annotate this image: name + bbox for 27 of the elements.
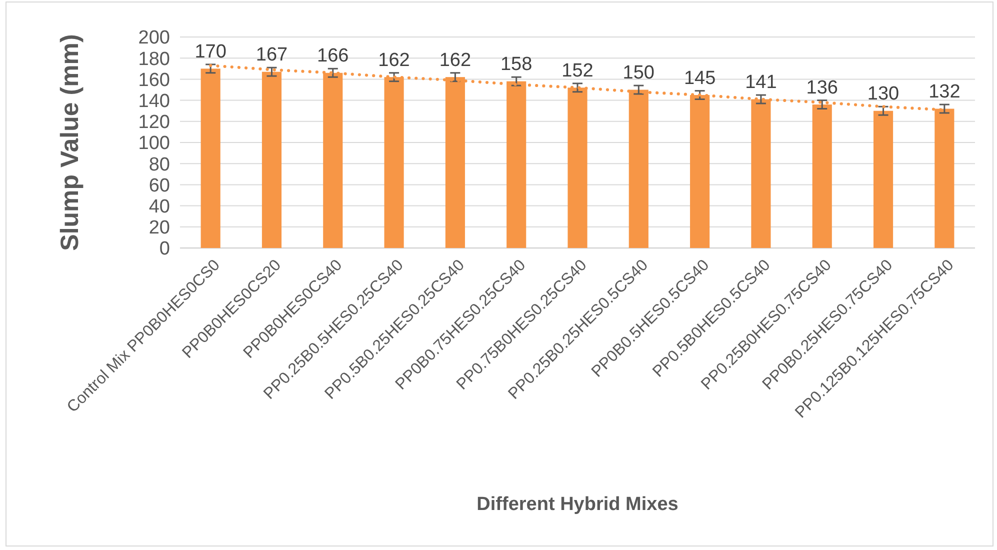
data-label: 170 [194,41,226,62]
y-tick-label: 180 [138,48,170,70]
data-label: 136 [806,77,838,98]
y-tick-label: 100 [138,133,170,154]
y-tick-label: 40 [148,196,170,218]
y-tick-label: 20 [148,218,170,239]
data-label: 150 [622,62,655,84]
y-tick-label: 60 [148,175,170,196]
data-label: 152 [562,60,594,82]
bar [873,110,894,248]
y-axis-title: Slump Value (mm) [56,34,84,251]
data-label: 130 [867,84,900,105]
y-tick-label: 120 [138,112,170,134]
y-tick-label: 200 [138,28,170,49]
data-label: 162 [439,50,472,71]
y-tick-label: 0 [159,238,170,260]
y-tick-label: 140 [138,90,170,112]
data-label: 145 [684,68,716,89]
data-label: 162 [378,50,410,71]
data-label: 141 [745,72,777,94]
data-label: 166 [317,46,349,67]
x-axis-title: Different Hybrid Mixes [476,494,678,515]
y-tick-label: 80 [148,154,170,176]
y-tick-label: 160 [138,70,170,91]
data-label: 158 [500,54,532,76]
data-label: 167 [256,44,288,66]
data-label: 132 [928,82,960,103]
